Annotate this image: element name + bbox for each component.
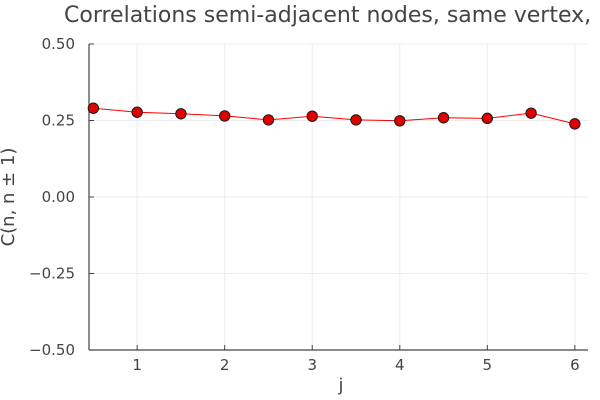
y-tick-label-0: 0.50 xyxy=(42,35,75,53)
x-tick-label-5: 6 xyxy=(570,356,580,374)
data-point-3 xyxy=(218,110,231,122)
data-point-11 xyxy=(569,118,581,130)
y-tick-label-1: 0.25 xyxy=(42,112,75,130)
data-point-10 xyxy=(525,107,537,119)
data-point-2 xyxy=(175,108,187,120)
series-line-0 xyxy=(93,107,575,125)
data-point-7 xyxy=(394,115,406,127)
data-point-4 xyxy=(262,114,275,126)
x-tick-label-1: 2 xyxy=(220,356,230,374)
data-point-8 xyxy=(437,112,450,124)
y-tick-label-4: −0.50 xyxy=(29,341,75,359)
grid xyxy=(89,43,588,351)
x-tick-label-0: 1 xyxy=(132,356,142,374)
chart-title: Correlations semi-adjacent nodes, same v… xyxy=(64,3,600,28)
data-point-6 xyxy=(350,114,362,126)
data-point-0 xyxy=(87,102,100,114)
y-axis-label: C(n, n ± 1) xyxy=(0,148,19,247)
y-tick-label-2: 0.00 xyxy=(42,188,75,206)
x-tick-label-4: 5 xyxy=(483,356,493,374)
x-tick-label-2: 3 xyxy=(307,356,317,374)
data-point-1 xyxy=(131,106,143,118)
x-tick-label-3: 4 xyxy=(395,356,405,374)
x-axis-label: j xyxy=(337,375,343,396)
series xyxy=(87,102,581,130)
data-point-5 xyxy=(306,110,318,122)
ticks: 1 2 3 4 5 6 0.50 0.25 0.00 −0.25 −0.50 xyxy=(29,35,580,374)
data-point-9 xyxy=(481,112,494,125)
y-tick-label-3: −0.25 xyxy=(29,265,75,283)
